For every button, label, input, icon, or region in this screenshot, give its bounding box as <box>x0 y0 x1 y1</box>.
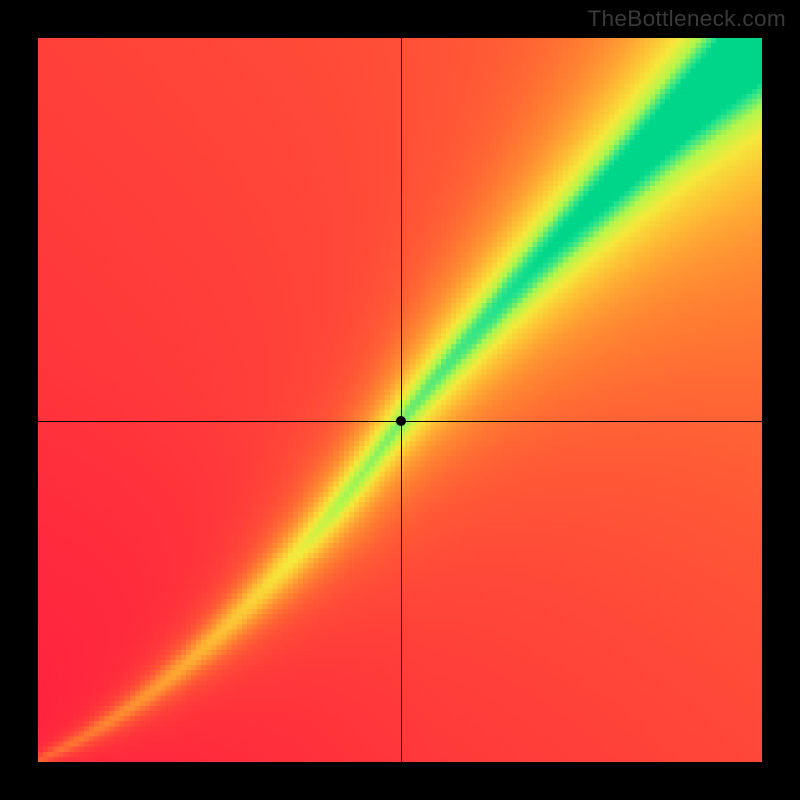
chart-container: TheBottleneck.com <box>0 0 800 800</box>
watermark-text: TheBottleneck.com <box>587 6 786 32</box>
plot-area <box>38 38 762 762</box>
heatmap-canvas <box>38 38 762 762</box>
crosshair-vertical <box>401 38 402 762</box>
